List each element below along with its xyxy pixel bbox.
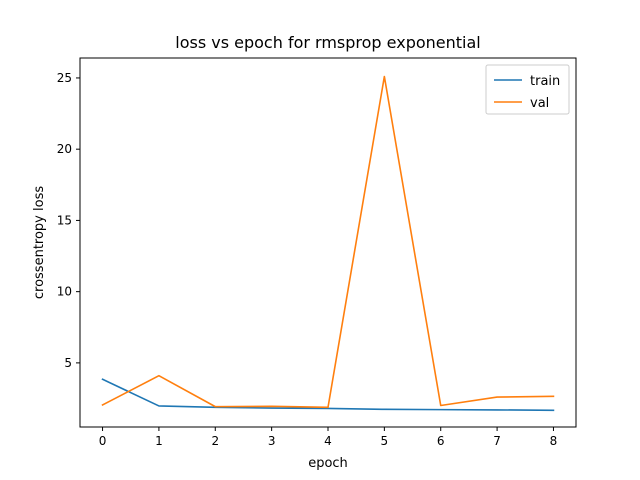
y-tick-label: 20 <box>57 142 72 156</box>
y-tick-label: 5 <box>64 356 72 370</box>
legend: train val <box>485 64 570 115</box>
x-tick-label: 3 <box>268 434 276 448</box>
legend-label-val: val <box>530 96 549 111</box>
x-axis-label: epoch <box>308 456 348 471</box>
y-tick-label: 15 <box>57 213 72 227</box>
y-tick-label: 10 <box>57 285 72 299</box>
x-tick-label: 5 <box>381 434 389 448</box>
y-axis-label: crossentropy loss <box>32 186 47 299</box>
x-tick-label: 8 <box>550 434 558 448</box>
x-tick-label: 1 <box>155 434 163 448</box>
plot-area <box>101 75 555 412</box>
y-tick-label: 25 <box>57 71 72 85</box>
x-tick-label: 7 <box>493 434 501 448</box>
x-tick-label: 6 <box>437 434 445 448</box>
x-tick-label: 2 <box>211 434 219 448</box>
chart-title: loss vs epoch for rmsprop exponential <box>175 33 480 52</box>
legend-label-train: train <box>530 74 560 89</box>
x-tick-label: 0 <box>99 434 107 448</box>
series-line-train <box>101 378 555 412</box>
series-line-val <box>101 75 555 409</box>
x-tick-label: 4 <box>324 434 332 448</box>
legend-box <box>485 64 570 115</box>
